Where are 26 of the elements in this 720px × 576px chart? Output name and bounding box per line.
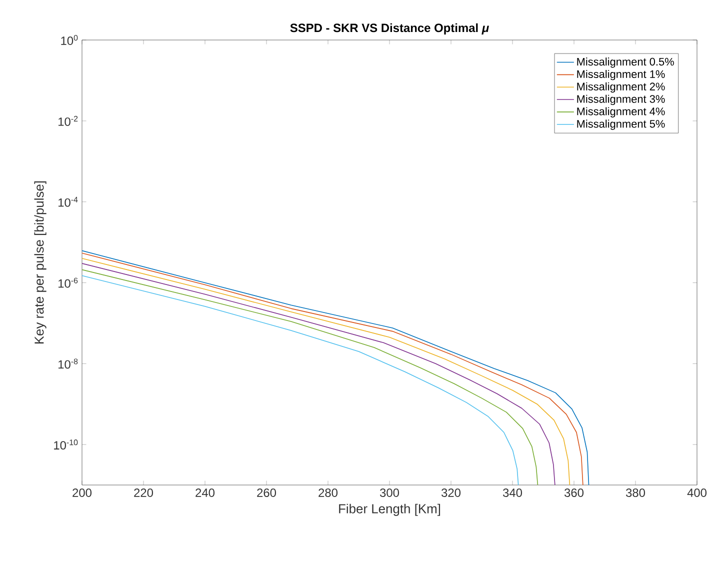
- x-tick-label: 240: [196, 488, 215, 497]
- x-tick-label: 400: [687, 488, 707, 497]
- x-tick-label: 300: [380, 488, 400, 497]
- x-tick-label: 200: [72, 488, 92, 497]
- x-tick-label: 380: [626, 488, 646, 497]
- legend-label: Missalignment 1%: [577, 70, 665, 80]
- chart-title: SSPD - SKR VS Distance Optimal μ: [290, 23, 489, 34]
- x-tick-label: 360: [564, 488, 584, 497]
- x-tick-label: 260: [257, 488, 276, 497]
- x-tick-label: 340: [502, 488, 522, 497]
- y-tick-label: 10$^{-2}$: [58, 116, 78, 126]
- legend-label: Missalignment 2%: [577, 82, 665, 93]
- y-tick-label: 10$^{-10}$: [54, 440, 78, 450]
- x-tick-label: 320: [441, 488, 461, 497]
- x-tick-label: 220: [134, 488, 154, 497]
- legend-label: Missalignment 0.5%: [577, 58, 674, 68]
- y-tick-label: 10$^{-4}$: [58, 196, 78, 207]
- y-tick-label: 10$^{-8}$: [58, 358, 78, 369]
- y-axis-title: Key rate per pulse [bit/pulse]: [34, 181, 46, 344]
- y-tick-label: 10$^{0}$: [61, 34, 78, 46]
- x-axis-title: Fiber Length [Km]: [339, 504, 440, 516]
- y-tick-label: 10$^{-6}$: [58, 278, 78, 288]
- legend-label: Missalignment 4%: [577, 107, 665, 118]
- legend-label: Missalignment 5%: [577, 120, 665, 130]
- legend-label: Missalignment 3%: [577, 94, 665, 106]
- x-tick-label: 280: [318, 488, 338, 497]
